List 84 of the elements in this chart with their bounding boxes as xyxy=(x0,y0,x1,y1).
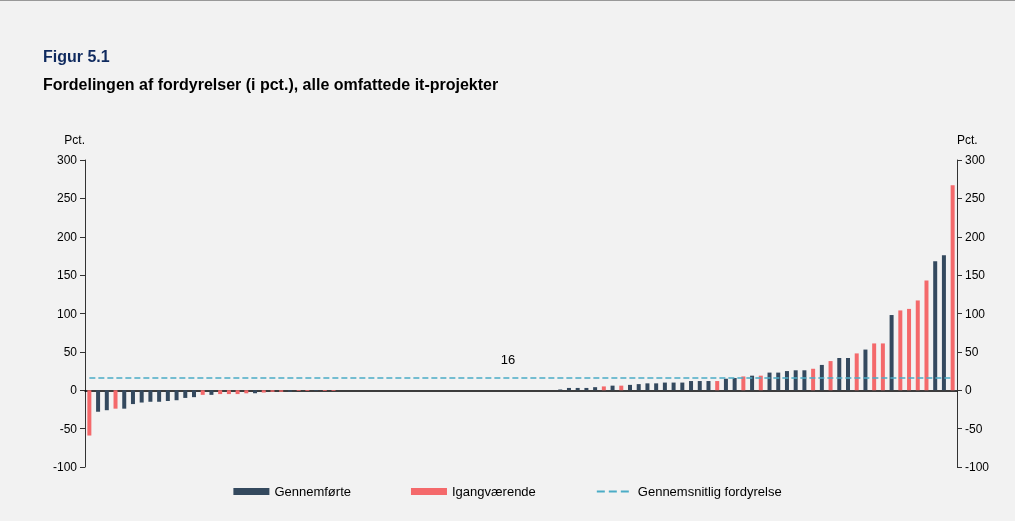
bar xyxy=(706,381,711,391)
bar xyxy=(872,343,877,391)
bar xyxy=(636,384,641,391)
bar xyxy=(732,377,737,391)
y2-tick-label: 150 xyxy=(965,268,986,283)
bar xyxy=(192,390,196,398)
bar xyxy=(907,308,912,391)
bar xyxy=(87,390,92,436)
y2-tick-label: 200 xyxy=(965,229,986,244)
bar xyxy=(854,353,859,391)
bar xyxy=(880,343,885,391)
bar xyxy=(723,378,728,391)
bar xyxy=(645,383,650,391)
bar xyxy=(226,390,231,395)
bar xyxy=(218,390,223,395)
bar xyxy=(601,386,606,391)
bar xyxy=(96,390,101,412)
bar xyxy=(741,376,746,391)
bar xyxy=(174,390,179,401)
bar xyxy=(235,390,240,395)
bar xyxy=(628,384,632,391)
legend-label: Igangværende xyxy=(451,484,536,499)
bar xyxy=(697,381,702,391)
y2-tick-label: -100 xyxy=(965,460,990,474)
bar xyxy=(139,390,144,403)
bar xyxy=(924,280,929,391)
y2-tick-label: -50 xyxy=(965,421,983,436)
bar xyxy=(898,310,903,391)
y-tick-label: 200 xyxy=(56,229,78,244)
bar xyxy=(750,375,755,391)
bar xyxy=(680,382,685,391)
bar xyxy=(253,390,258,394)
bar xyxy=(837,358,842,391)
bar xyxy=(671,382,676,391)
y-axis-title: Pct. xyxy=(64,133,85,147)
chart-title: Figur 5.1 xyxy=(43,47,110,65)
chart-subtitle: Fordelingen af fordyrelser (i pct.), alle omfattede it-projekter xyxy=(43,75,499,93)
bar xyxy=(261,390,266,393)
legend-label: Gennemsnitlig fordyrelse xyxy=(637,484,782,499)
bar xyxy=(122,390,127,409)
bar xyxy=(200,390,205,395)
bar xyxy=(244,390,249,394)
bar xyxy=(662,382,667,391)
bar xyxy=(654,383,659,391)
y2-tick-label: 300 xyxy=(965,153,986,167)
bar xyxy=(846,358,850,391)
y2-tick-label: 250 xyxy=(965,191,986,206)
bar xyxy=(157,390,162,402)
y-tick-label: -50 xyxy=(59,421,78,436)
bar xyxy=(863,349,868,391)
bar xyxy=(793,370,798,391)
y-tick-label: 150 xyxy=(56,268,78,283)
bar xyxy=(593,387,598,391)
bar xyxy=(941,255,946,391)
bar xyxy=(209,390,214,395)
y2-tick-label: 100 xyxy=(965,306,986,321)
bar xyxy=(767,372,772,391)
y-tick-label: 50 xyxy=(63,344,78,359)
y-tick-label: 100 xyxy=(56,306,78,321)
bar xyxy=(689,381,694,391)
bar xyxy=(758,375,763,391)
bar xyxy=(933,261,938,391)
legend-label: Gennemførte xyxy=(274,484,351,499)
y-tick-label: -100 xyxy=(52,460,78,474)
annotation: 16 xyxy=(500,352,516,368)
bar xyxy=(784,371,789,391)
bar xyxy=(130,390,135,405)
y-tick-label: 300 xyxy=(56,153,78,167)
bar xyxy=(104,390,109,411)
y-tick-label: 250 xyxy=(56,191,78,206)
bar xyxy=(165,390,170,401)
bar xyxy=(148,390,153,402)
bar xyxy=(828,361,833,391)
y-tick-label: 0 xyxy=(70,383,78,398)
y2-tick-label: 50 xyxy=(965,344,979,359)
bar xyxy=(183,390,188,398)
bar xyxy=(889,315,894,391)
bar xyxy=(819,364,824,391)
y2-axis-title: Pct. xyxy=(957,133,978,147)
bar xyxy=(113,390,118,409)
y2-tick-label: 0 xyxy=(965,383,972,398)
bar xyxy=(915,300,920,391)
bar xyxy=(950,185,955,391)
bar xyxy=(715,381,720,391)
